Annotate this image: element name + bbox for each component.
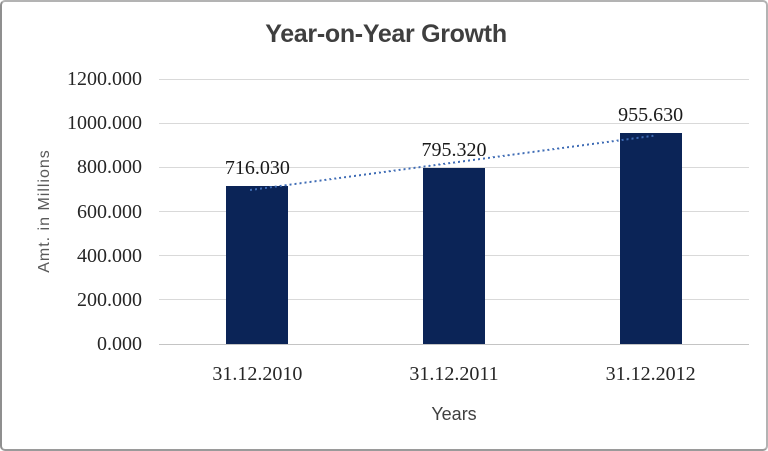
y-tick-label: 1200.000 xyxy=(67,68,142,90)
y-tick-label: 200.000 xyxy=(77,288,142,311)
y-tick-label: 400.000 xyxy=(77,244,142,267)
x-axis-title: Years xyxy=(431,404,477,424)
x-axis-line xyxy=(159,343,749,345)
x-tick-label: 31.12.2012 xyxy=(605,363,696,385)
chart-title: Year-on-Year Growth xyxy=(265,20,507,48)
x-tick-label: 31.12.2011 xyxy=(409,363,499,385)
bar-31.12.2010 xyxy=(226,185,289,344)
data-label: 716.030 xyxy=(224,156,290,179)
y-tick-label: 0.000 xyxy=(97,333,142,355)
gridline xyxy=(159,166,749,168)
gridline xyxy=(159,78,749,80)
y-tick-label: 600.000 xyxy=(77,200,142,223)
plot-area: 716.030 795.320 955.630 xyxy=(159,78,749,345)
gridline xyxy=(159,122,749,124)
y-tick-label: 1000.000 xyxy=(67,112,142,135)
bar-31.12.2011 xyxy=(423,168,485,344)
y-tick-label: 800.000 xyxy=(77,156,142,179)
x-tick-label: 31.12.2010 xyxy=(212,363,303,385)
bar-31.12.2012 xyxy=(619,132,682,344)
data-label: 955.630 xyxy=(618,103,684,126)
data-label: 795.320 xyxy=(421,139,487,162)
